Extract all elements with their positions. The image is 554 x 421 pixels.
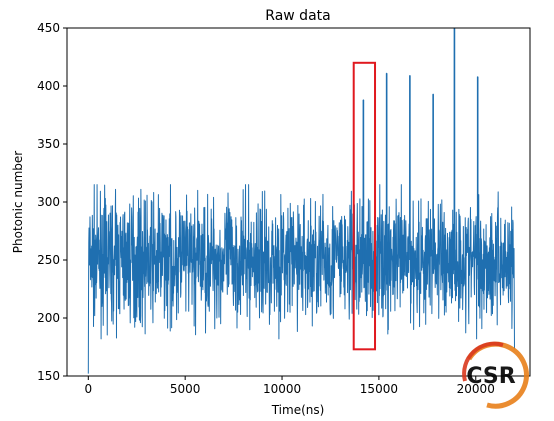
y-axis: 150 200 250 300 350 400 450 bbox=[37, 21, 67, 383]
y-axis-label: Photonic number bbox=[11, 151, 25, 253]
watermark-arc-icon bbox=[462, 341, 504, 382]
y-tick-label: 350 bbox=[37, 137, 60, 151]
watermark-text: CSR bbox=[466, 364, 515, 389]
highlight-box bbox=[352, 61, 377, 351]
y-tick-label: 400 bbox=[37, 79, 60, 93]
x-tick-label: 15000 bbox=[360, 382, 398, 396]
series-line bbox=[87, 27, 515, 374]
watermark-logo: CSR bbox=[462, 341, 529, 409]
x-axis-label: Time(ns) bbox=[271, 403, 325, 417]
y-tick-label: 200 bbox=[37, 311, 60, 325]
highlight-layer bbox=[352, 61, 377, 351]
y-tick-label: 150 bbox=[37, 369, 60, 383]
x-axis: 0 5000 10000 15000 20000 bbox=[84, 376, 495, 396]
x-tick-label: 20000 bbox=[457, 382, 495, 396]
series-layer bbox=[87, 27, 515, 374]
chart-title: Raw data bbox=[265, 8, 330, 24]
plot-area bbox=[67, 28, 530, 376]
x-tick-label: 0 bbox=[84, 382, 92, 396]
y-tick-label: 300 bbox=[37, 195, 60, 209]
x-tick-label: 10000 bbox=[263, 382, 301, 396]
y-tick-label: 250 bbox=[37, 253, 60, 267]
y-tick-label: 450 bbox=[37, 21, 60, 35]
x-tick-label: 5000 bbox=[170, 382, 201, 396]
